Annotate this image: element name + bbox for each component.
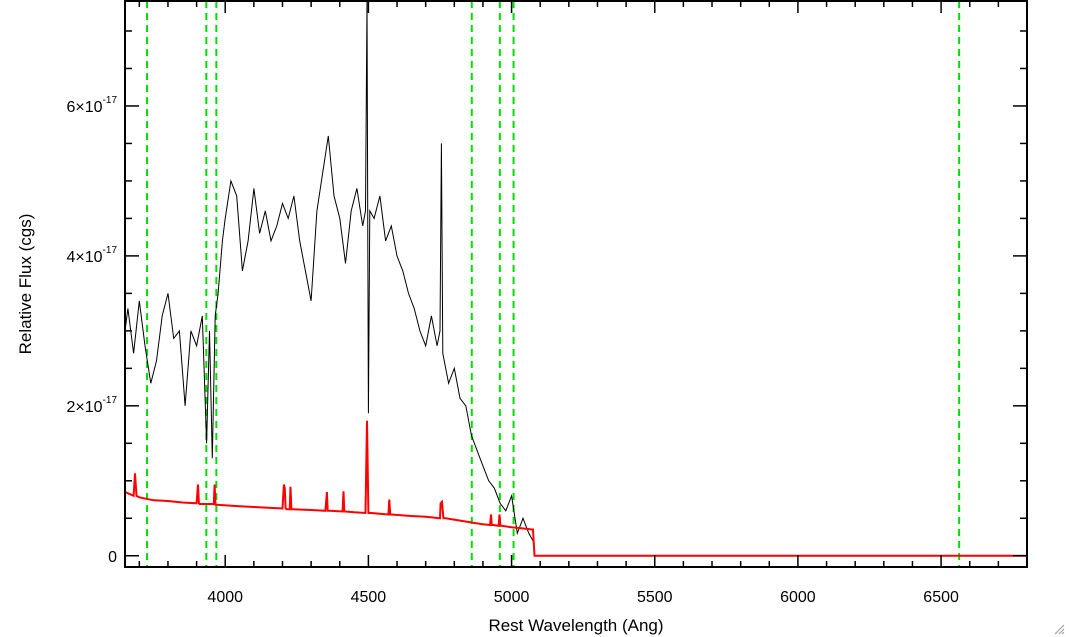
axis-ticks — [125, 1, 1028, 567]
y-tick-label: 6×10-17 — [67, 95, 118, 116]
plot-frame — [124, 0, 1028, 568]
x-tick-label: 4500 — [351, 589, 387, 606]
x-tick-label: 5500 — [637, 589, 673, 606]
series-line-0 — [124, 0, 535, 549]
spectrum-series — [124, 0, 1027, 557]
emission-line-markers — [146, 1, 961, 567]
x-tick-label: 6000 — [780, 589, 816, 606]
series-line-1 — [124, 420, 1027, 557]
resize-grip-icon[interactable] — [1053, 623, 1065, 635]
x-tick-label: 6500 — [923, 589, 959, 606]
y-tick-label: 0 — [108, 549, 117, 566]
y-tick-labels: 0 2×10-17 4×10-17 6×10-17 — [67, 95, 118, 566]
y-tick-label: 2×10-17 — [67, 395, 118, 416]
x-tick-label: 4000 — [207, 589, 243, 606]
y-tick-label: 4×10-17 — [67, 245, 118, 266]
x-tick-labels: 4000 4500 5000 5500 6000 6500 — [207, 589, 959, 606]
x-tick-label: 5000 — [494, 589, 530, 606]
x-axis-title: Rest Wavelength (Ang) — [488, 616, 663, 635]
y-axis-title: Relative Flux (cgs) — [16, 214, 35, 355]
